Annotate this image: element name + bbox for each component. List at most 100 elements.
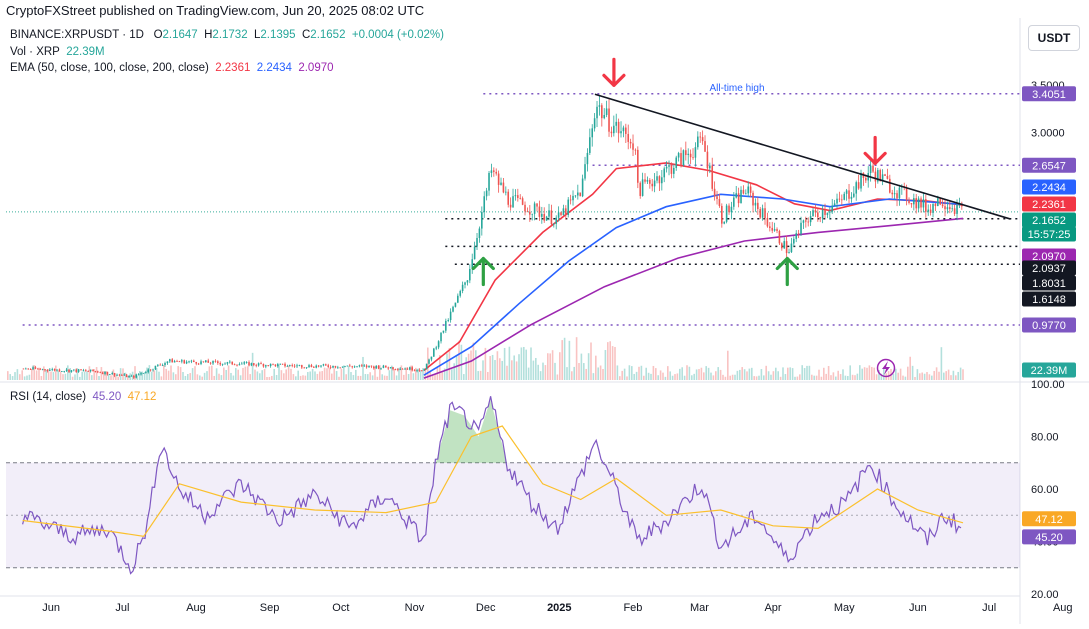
price-badge — [1022, 260, 1076, 276]
candle-body — [101, 372, 104, 374]
volume-bar — [76, 368, 79, 380]
volume-bar — [635, 371, 638, 380]
price-badge — [1022, 212, 1076, 228]
volume-bar — [950, 375, 952, 380]
legend-ema-row[interactable]: EMA (50, close, 100, close, 200, close) … — [10, 62, 334, 74]
volume-bar — [223, 367, 225, 380]
candle-body — [524, 204, 526, 212]
candle-body — [226, 362, 229, 364]
price-badge-text: 2.6547 — [1032, 160, 1066, 172]
candle-body — [627, 133, 630, 142]
candle-body — [937, 198, 939, 207]
candle-body — [821, 210, 824, 219]
volume-bar — [496, 351, 499, 380]
candle-body — [617, 121, 620, 134]
candle-body — [505, 191, 507, 193]
candle-body — [135, 374, 138, 378]
candle-body — [826, 212, 829, 215]
volume-bar — [359, 375, 362, 380]
candle-body — [401, 368, 404, 370]
volume-bar — [283, 373, 285, 380]
candle-body — [238, 364, 241, 366]
candle-body — [181, 360, 183, 362]
volume-bar — [811, 374, 813, 380]
volume-bar — [878, 370, 880, 380]
candle-body — [229, 361, 231, 363]
candle-body — [248, 362, 250, 366]
legend-rsi-row[interactable]: RSI (14, close) 45.20 47.12 — [10, 391, 156, 403]
volume-bar — [405, 367, 407, 380]
volume-bar — [213, 375, 215, 380]
volume-bar — [347, 366, 350, 380]
candle-body — [320, 365, 322, 367]
volume-bar — [892, 373, 895, 380]
volume-bar — [681, 367, 683, 380]
candle-body — [682, 150, 685, 166]
candle-body — [857, 182, 860, 189]
volume-bar — [907, 366, 909, 380]
volume-bar — [119, 368, 122, 380]
candle-body — [267, 365, 270, 367]
volume-bar — [940, 347, 943, 380]
volume-bar — [23, 376, 26, 380]
volume-bar — [667, 366, 669, 380]
candle-body — [874, 171, 877, 182]
candle-body — [269, 363, 272, 367]
volume-bar — [736, 370, 739, 380]
candle-body — [565, 208, 567, 215]
candle-body — [800, 222, 802, 234]
volume-bar — [491, 354, 494, 380]
volume-bar — [909, 356, 911, 380]
ema-line-50 — [423, 162, 964, 372]
volume-bar — [331, 373, 333, 380]
legend-volume-row[interactable]: Vol · XRP 22.39M — [10, 46, 105, 58]
candle-body — [373, 366, 375, 369]
volume-bar — [467, 353, 470, 380]
candle-body — [433, 348, 435, 357]
volume-bar — [91, 375, 93, 380]
volume-bar — [602, 369, 604, 380]
rsi-badge — [1022, 511, 1076, 527]
candle-body — [589, 137, 591, 153]
candle-body — [253, 363, 255, 365]
candle-body — [284, 363, 286, 367]
volume-bar — [131, 371, 134, 380]
candle-body — [219, 363, 222, 365]
candle-body — [73, 369, 75, 371]
candle-body — [176, 361, 178, 362]
candle-body — [601, 105, 603, 119]
candle-body — [315, 365, 318, 368]
candle-body — [166, 361, 169, 364]
volume-bar — [350, 372, 352, 380]
volume-bar — [508, 346, 511, 380]
volume-bar — [607, 342, 609, 380]
candle-body — [812, 210, 814, 217]
volume-bar — [35, 370, 38, 380]
volume-bar — [146, 367, 148, 380]
volume-bar — [883, 368, 885, 380]
candle-body — [406, 368, 409, 370]
volume-bar — [530, 347, 532, 380]
publish-banner: CryptoFXStreet published on TradingView.… — [6, 3, 425, 18]
candle-body — [473, 246, 476, 260]
candle-body — [752, 192, 754, 206]
candle-body — [733, 197, 735, 207]
candle-body — [413, 370, 416, 372]
candle-body — [591, 128, 594, 138]
candle-body — [178, 361, 181, 363]
volume-bar — [487, 371, 489, 380]
volume-bar — [549, 353, 551, 380]
candle-body — [519, 197, 522, 199]
symbol-label[interactable]: BINANCE:XRPUSDT · 1D — [10, 29, 144, 41]
currency-selector[interactable]: USDT — [1028, 25, 1080, 51]
volume-bar — [921, 372, 923, 380]
price-badge-text: 2.2434 — [1032, 182, 1066, 194]
volume-bar — [280, 370, 283, 380]
volume-bar — [935, 367, 938, 380]
candle-body — [82, 370, 85, 372]
candle-body — [629, 141, 632, 144]
candle-body — [164, 363, 166, 365]
volume-bar — [895, 368, 897, 380]
candle-body — [706, 151, 709, 169]
